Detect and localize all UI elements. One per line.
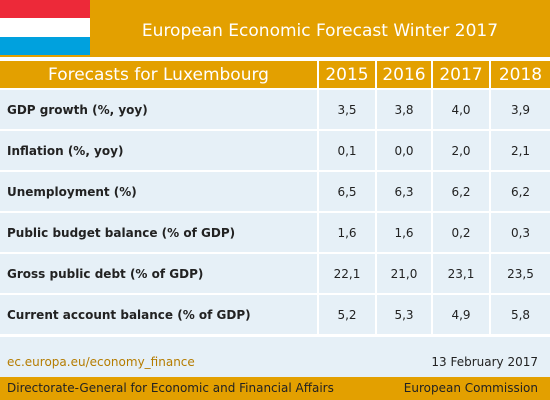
table-row: GDP growth (%, yoy) 3,5 3,8 4,0 3,9 <box>0 88 550 130</box>
column-header: 2016 <box>376 61 433 89</box>
row-label: GDP growth (%, yoy) <box>0 88 319 130</box>
cell-value: 2,1 <box>490 129 550 171</box>
column-header: 2018 <box>490 61 550 89</box>
cell-value: 2,0 <box>432 129 491 171</box>
cell-value: 3,9 <box>490 88 550 130</box>
bottom-band <box>0 377 550 400</box>
footer-band <box>0 337 550 377</box>
cell-value: 4,9 <box>432 293 491 334</box>
column-header: 2017 <box>432 61 491 89</box>
cell-value: 0,1 <box>318 129 377 171</box>
cell-value: 4,0 <box>432 88 491 130</box>
table-row: Public budget balance (% of GDP) 1,6 1,6 0,… <box>0 211 550 253</box>
row-label: Public budget balance (% of GDP) <box>0 211 319 253</box>
cell-value: 6,2 <box>490 170 550 212</box>
title: European Economic Forecast Winter 2017 <box>141 21 499 41</box>
cell-value: 1,6 <box>318 211 377 253</box>
table-row: Inflation (%, yoy) 0,1 0,0 2,0 2,1 <box>0 129 550 171</box>
cell-value: 6,5 <box>318 170 377 212</box>
header-band <box>0 0 550 57</box>
cell-value: 3,8 <box>376 88 433 130</box>
cell-value: 6,3 <box>376 170 433 212</box>
flag <box>0 0 90 55</box>
table-row: Gross public debt (% of GDP) 22,1 21,0 23,1… <box>0 252 550 294</box>
row-label: Inflation (%, yoy) <box>0 129 319 171</box>
column-header: 2015 <box>318 61 377 89</box>
cell-value: 22,1 <box>318 252 377 294</box>
cell-value: 3,5 <box>318 88 377 130</box>
cell-value: 5,8 <box>490 293 550 334</box>
date: 13 February 2017 <box>431 355 538 369</box>
table-row: Unemployment (%) 6,5 6,3 6,2 6,2 <box>0 170 550 212</box>
cell-value: 0,0 <box>376 129 433 171</box>
institution: European Commission <box>403 381 538 395</box>
header-row: Forecasts for Luxembourg 2015 2016 2017 2018 <box>0 61 550 89</box>
forecast-table: Forecasts for Luxembourg 2015 2016 2017 2018… <box>0 61 550 334</box>
row-label: Unemployment (%) <box>0 170 319 212</box>
cell-value: 5,3 <box>376 293 433 334</box>
link[interactable]: ec.europa.eu/economy_finance <box>7 355 195 369</box>
table-row: Current account balance (% of GDP) 5,2 5,3… <box>0 293 550 334</box>
cell-value: 0,2 <box>432 211 491 253</box>
table-body: GDP growth (%, yoy) 3,5 3,8 4,0 3,9 Inflation… <box>0 88 550 334</box>
row-label: Current account balance (% of GDP) <box>0 293 319 334</box>
cell-value: 5,2 <box>318 293 377 334</box>
cell-value: 21,0 <box>376 252 433 294</box>
cell-value: 1,6 <box>376 211 433 253</box>
row-label: Gross public debt (% of GDP) <box>0 252 319 294</box>
department: Directorate-General for Economic and Fin… <box>7 381 334 395</box>
cell-value: 6,2 <box>432 170 491 212</box>
table-heading: Forecasts for Luxembourg <box>0 61 319 89</box>
cell-value: 23,5 <box>490 252 550 294</box>
cell-value: 0,3 <box>490 211 550 253</box>
cell-value: 23,1 <box>432 252 491 294</box>
